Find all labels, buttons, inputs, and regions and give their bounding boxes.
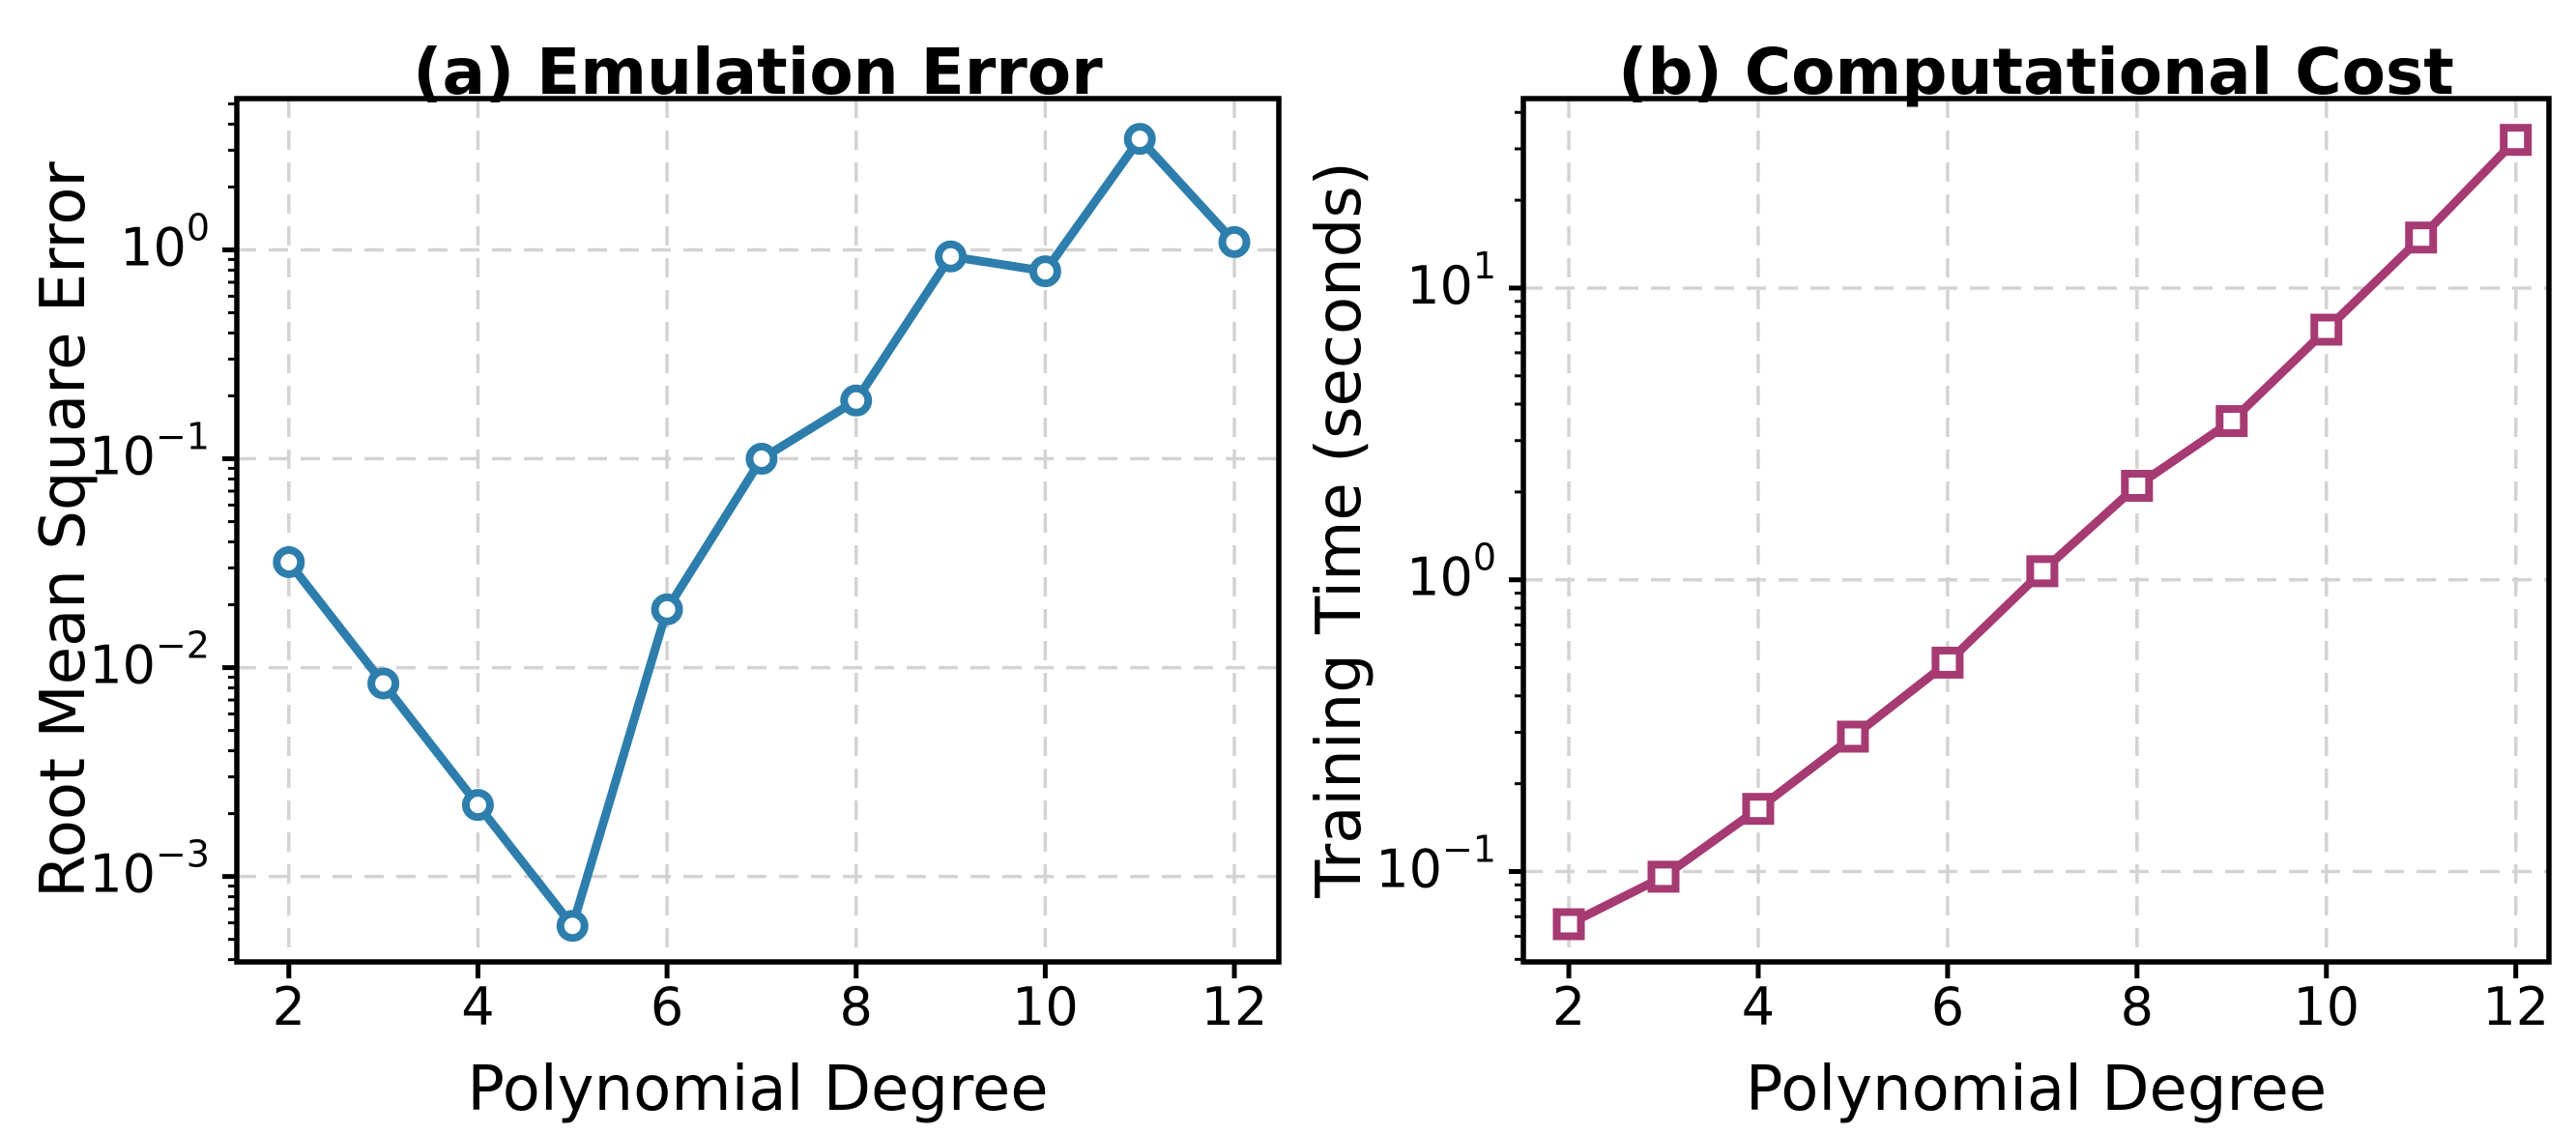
panel-a-axes [222,96,1282,978]
data-point [745,443,778,476]
data-point [273,545,305,578]
panel-b-xlabel: Polynomial Degree [1745,1054,2328,1125]
data-point [935,240,968,273]
plot-border [1520,96,2552,965]
data-point [1218,225,1251,258]
data-point [2310,313,2343,346]
y-tick-label: 101 [1406,245,1496,316]
data-point [1742,793,1775,826]
data-point [367,667,400,700]
y-tick-label: 10−1 [1375,829,1496,900]
series-line [1564,135,2521,929]
panel-b-ylabel: Training Time (seconds) [1304,161,1375,898]
x-tick-label: 12 [2482,976,2549,1037]
x-tick-label: 2 [273,976,305,1037]
data-point [2121,469,2154,502]
x-tick-label: 2 [1552,976,1585,1037]
data-point [461,789,494,822]
panel-b: 2 4 6 8 10 12 101 100 10−1 [1375,96,2552,1037]
y-tick-label: 10−1 [89,416,210,487]
data-point [1837,720,1869,753]
data-point [2500,124,2533,157]
x-tick-label: 10 [1012,976,1079,1037]
x-tick-label: 10 [2293,976,2359,1037]
y-tick-label: 10−3 [89,833,210,905]
x-tick-label: 8 [2121,976,2154,1037]
panel-b-axes [1509,96,2552,978]
panel-a: 2 4 6 8 10 12 100 10−1 10−2 10−3 [89,96,1282,1037]
panel-a-tick-labels: 2 4 6 8 10 12 100 10−1 10−2 10−3 [89,206,1267,1037]
data-point [1552,908,1585,941]
data-point [840,384,873,417]
x-tick-label: 6 [1931,976,1964,1037]
panel-a-ylabel: Root Mean Square Error [28,161,100,898]
panel-a-xlabel: Polynomial Degree [467,1054,1049,1125]
x-tick-label: 12 [1201,976,1268,1037]
y-tick-label: 100 [1406,537,1496,608]
panel-b-tick-labels: 2 4 6 8 10 12 101 100 10−1 [1375,245,2549,1037]
data-point [1028,255,1061,288]
data-point [1647,860,1680,893]
data-point [1931,646,1964,679]
data-point [556,910,589,943]
plot-border [234,96,1282,965]
panel-b-series [1552,124,2533,941]
data-point [1123,123,1156,156]
panel-a-title: (a) Emulation Error [413,35,1103,109]
data-point [651,593,683,625]
y-tick-label: 10−2 [89,625,210,696]
x-tick-label: 8 [840,976,873,1037]
panel-b-grid [1523,99,2549,962]
panel-a-series [273,123,1251,943]
data-point [2405,221,2438,254]
data-point [2215,405,2248,438]
series-line [284,134,1239,931]
data-point [2026,555,2059,588]
panel-b-title: (b) Computational Cost [1618,35,2454,109]
y-tick-label: 100 [120,206,210,277]
x-tick-label: 4 [461,976,494,1037]
x-tick-label: 6 [651,976,683,1037]
panel-a-grid [237,99,1279,962]
x-tick-label: 4 [1742,976,1775,1037]
